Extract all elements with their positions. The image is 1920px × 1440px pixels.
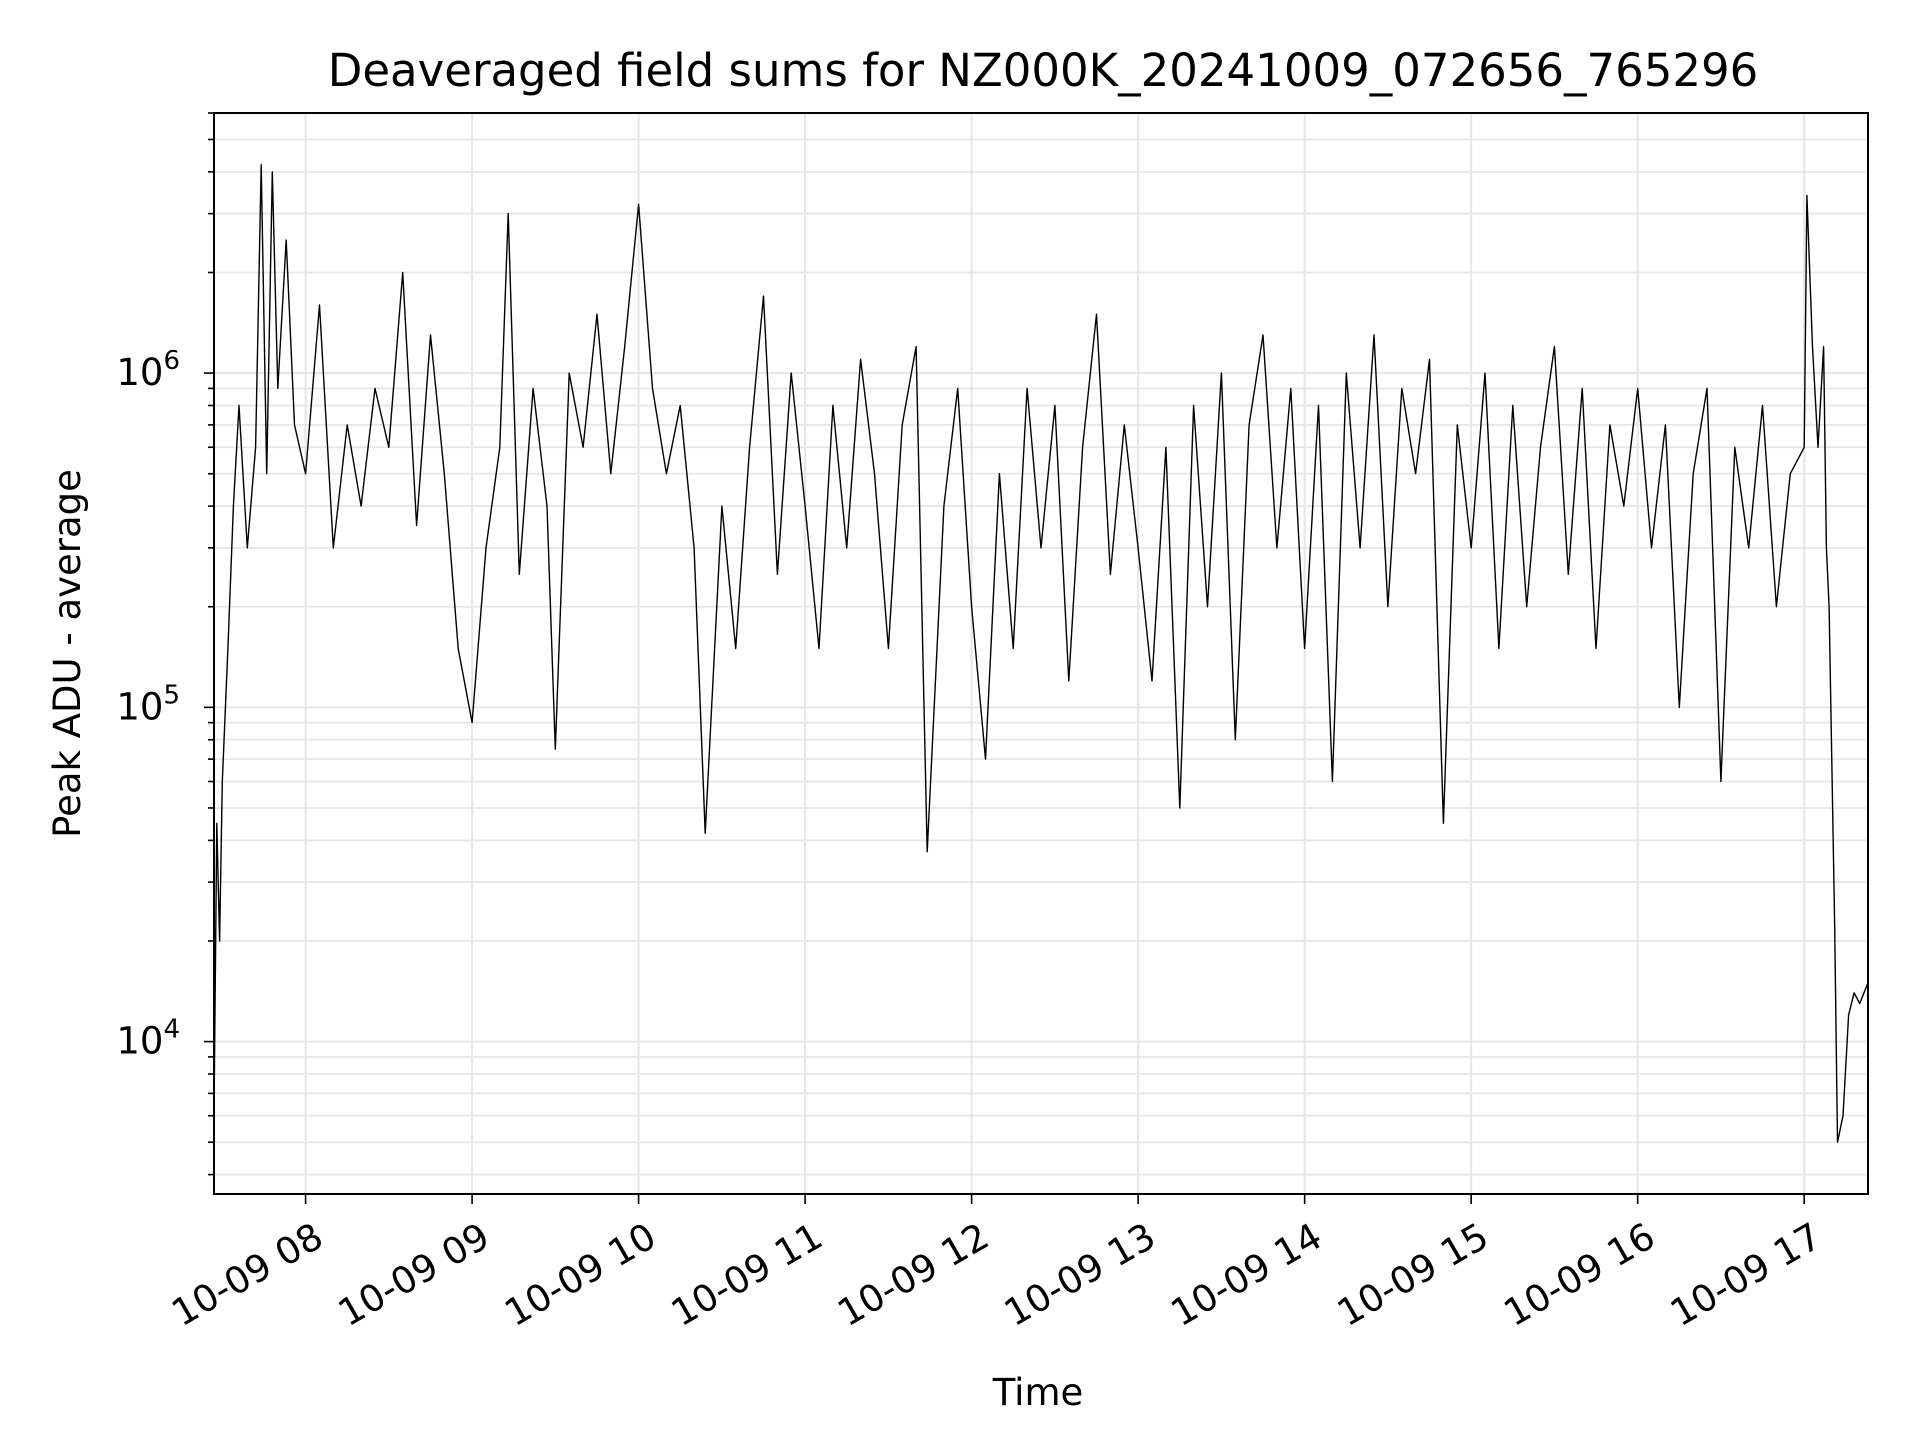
chart-title: Deaveraged field sums for NZ000K_2024100… xyxy=(328,44,1759,97)
x-axis-label: Time xyxy=(992,1371,1084,1414)
y-axis-label: Peak ADU - average xyxy=(46,469,89,838)
series-line xyxy=(213,164,1869,1143)
y-tick-label: 105 xyxy=(116,680,180,728)
plot-frame xyxy=(213,112,1869,1195)
y-tick-label: 104 xyxy=(116,1015,180,1063)
grid xyxy=(214,112,1868,1194)
y-tick-label: 106 xyxy=(116,346,180,394)
